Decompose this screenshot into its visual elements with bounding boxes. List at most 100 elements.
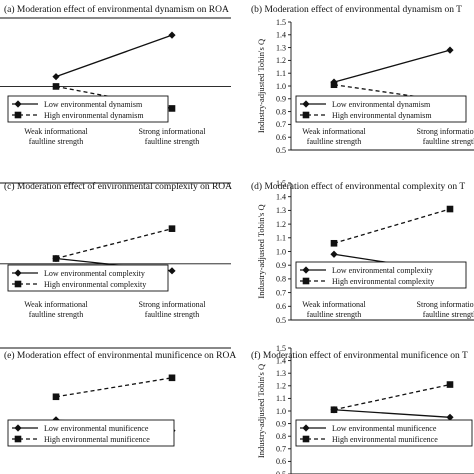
legend-box xyxy=(295,261,467,289)
y-tick-label: 1.1 xyxy=(276,394,286,403)
y-axis-label: Industry-adjusted Tobin's Q xyxy=(256,204,266,298)
x-tick-label-strong-2: faultline strength xyxy=(423,310,474,319)
y-tick-label: 0.8 xyxy=(276,107,286,116)
legend-swatch-marker xyxy=(14,269,22,277)
x-tick-label-strong-2: faultline strength xyxy=(145,310,199,319)
y-axis-label: Industry-adjusted Tobin's Q xyxy=(256,364,266,458)
y-tick-label: 1.2 xyxy=(276,220,286,229)
x-tick-label-strong-1: Strong informational xyxy=(139,127,207,136)
y-tick-label: 1.3 xyxy=(276,43,286,52)
series-line-low xyxy=(55,34,173,78)
y-tick-label: 1.3 xyxy=(276,369,286,378)
y-tick-label: 1.1 xyxy=(276,69,286,78)
y-tick-label: 0.6 xyxy=(276,457,286,466)
panel-title: (f) Moderation effect of environmental m… xyxy=(251,350,468,361)
series-line-low xyxy=(333,409,451,418)
y-tick-label: 0.6 xyxy=(276,133,286,142)
legend-box xyxy=(7,264,169,292)
legend-label: Low environmental munificence xyxy=(44,424,149,433)
legend: Low environmental dynamism High environme… xyxy=(7,95,169,123)
y-tick-label: 1.4 xyxy=(276,356,286,365)
series-line-high xyxy=(333,84,451,103)
legend: Low environmental dynamism High environme… xyxy=(295,95,467,123)
x-tick-label-weak-1: Weak informational xyxy=(24,300,88,309)
legend-swatch-marker xyxy=(302,435,310,443)
legend-label: High environmental munificence xyxy=(44,435,150,444)
data-point-weak-high xyxy=(330,239,338,247)
panel-title: (c) Moderation effect of environmental c… xyxy=(4,181,232,192)
y-tick-label: 1.0 xyxy=(276,247,286,256)
data-point-weak-low xyxy=(52,73,60,81)
x-tick-label-strong-1: Strong informational xyxy=(417,300,474,309)
legend-label: Low environmental complexity xyxy=(332,266,433,275)
panel-title: (b) Moderation effect of environmental d… xyxy=(251,4,462,15)
y-tick-label: 0.9 xyxy=(276,261,286,270)
legend-swatch-marker xyxy=(302,277,310,285)
legend-label: Low environmental dynamism xyxy=(44,100,143,109)
legend-box xyxy=(7,95,169,123)
x-tick-label-strong-2: faultline strength xyxy=(423,137,474,146)
legend-swatch-marker xyxy=(302,266,310,274)
x-tick-label-weak-1: Weak informational xyxy=(302,127,366,136)
y-tick-label: 1.5 xyxy=(276,18,286,27)
data-point-strong-low xyxy=(446,46,454,54)
x-tick-label-weak-2: faultline strength xyxy=(307,310,361,319)
y-tick-label: 0.7 xyxy=(276,445,286,454)
data-point-weak-high xyxy=(52,393,60,401)
data-point-strong-high xyxy=(446,381,454,388)
legend-label: Low environmental munificence xyxy=(332,424,437,433)
chart-panel-b: (b) Moderation effect of environmental d… xyxy=(251,4,474,155)
legend-box xyxy=(295,419,473,447)
series-line-high xyxy=(55,228,173,260)
legend: Low environmental complexity High environ… xyxy=(295,261,467,289)
legend-label: High environmental complexity xyxy=(44,280,146,289)
y-tick-label: 1.3 xyxy=(276,206,286,215)
data-point-strong-high xyxy=(168,225,176,232)
y-tick-label: 0.9 xyxy=(276,95,286,104)
y-tick-label: 1.2 xyxy=(276,56,286,65)
y-tick-label: 0.5 xyxy=(276,146,286,155)
y-tick-label: 0.8 xyxy=(276,432,286,441)
y-tick-label: 1.5 xyxy=(276,344,286,353)
legend-box xyxy=(295,95,467,123)
data-point-weak-low xyxy=(330,250,338,258)
y-tick-label: 0.5 xyxy=(276,316,286,325)
x-tick-label-weak-1: Weak informational xyxy=(302,300,366,309)
x-tick-label-weak-2: faultline strength xyxy=(29,137,83,146)
panel-title: (e) Moderation effect of environmental m… xyxy=(4,350,236,361)
legend-label: High environmental complexity xyxy=(332,277,434,286)
series-line-low xyxy=(333,49,451,83)
chart-panel-e: (e) Moderation effect of environmental m… xyxy=(0,347,236,447)
legend-label: Low environmental complexity xyxy=(44,269,145,278)
data-point-weak-high xyxy=(330,81,338,89)
y-tick-label: 0.7 xyxy=(276,120,286,129)
legend-swatch-marker xyxy=(14,435,22,443)
legend-swatch-marker xyxy=(14,424,22,432)
x-tick-label-strong-1: Strong informational xyxy=(139,300,207,309)
chart-panel-a: (a) Moderation effect of environmental d… xyxy=(0,4,231,146)
y-tick-label: 1.1 xyxy=(276,234,286,243)
legend: Low environmental munificence High enviro… xyxy=(7,419,175,447)
y-tick-label: 0.6 xyxy=(276,302,286,311)
legend-label: High environmental dynamism xyxy=(332,111,432,120)
x-tick-label-strong-1: Strong informational xyxy=(417,127,474,136)
y-axis-label: Industry-adjusted Tobin's Q xyxy=(256,39,266,133)
chart-panel-d: (d) Moderation effect of environmental c… xyxy=(251,179,474,325)
y-tick-label: 0.5 xyxy=(276,470,286,474)
y-tick-label: 0.7 xyxy=(276,288,286,297)
x-tick-label-weak-2: faultline strength xyxy=(307,137,361,146)
y-tick-label: 1.2 xyxy=(276,382,286,391)
panel-title: (a) Moderation effect of environmental d… xyxy=(4,4,229,15)
data-point-strong-high xyxy=(446,205,454,213)
data-point-strong-high xyxy=(168,105,176,112)
series-line-high xyxy=(55,377,173,398)
legend-swatch-marker xyxy=(302,424,310,432)
data-point-weak-high xyxy=(330,406,338,414)
y-tick-label: 0.8 xyxy=(276,275,286,284)
legend-label: High environmental munificence xyxy=(332,435,438,444)
chart-panel-c: (c) Moderation effect of environmental c… xyxy=(0,181,232,319)
panel-title: (d) Moderation effect of environmental c… xyxy=(251,181,465,192)
legend-swatch-marker xyxy=(14,100,22,108)
data-point-strong-low xyxy=(168,31,176,39)
y-tick-label: 0.9 xyxy=(276,419,286,428)
